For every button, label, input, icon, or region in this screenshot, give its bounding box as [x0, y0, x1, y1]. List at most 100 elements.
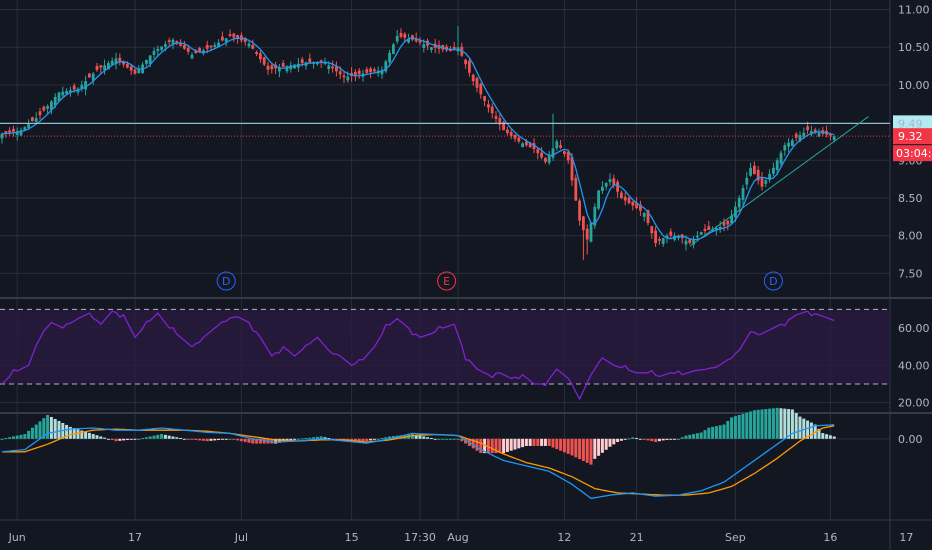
candle-body[interactable]: [623, 196, 627, 201]
candle-body[interactable]: [61, 91, 65, 96]
candle-body[interactable]: [817, 132, 821, 137]
candle-body[interactable]: [171, 39, 175, 44]
candle-body[interactable]: [31, 117, 34, 122]
candle-body[interactable]: [369, 68, 372, 73]
candle-body[interactable]: [46, 106, 49, 109]
candle-body[interactable]: [331, 66, 334, 69]
candle-body[interactable]: [84, 81, 87, 90]
candle-body[interactable]: [464, 59, 467, 65]
candle-body[interactable]: [164, 44, 167, 47]
candle-body[interactable]: [281, 63, 285, 67]
candle-body[interactable]: [365, 69, 369, 73]
candle-body[interactable]: [342, 75, 346, 78]
candle-body[interactable]: [407, 38, 410, 43]
candle-body[interactable]: [72, 85, 76, 90]
candle-body[interactable]: [152, 51, 156, 55]
candle-body[interactable]: [544, 158, 547, 162]
candle-body[interactable]: [487, 104, 490, 108]
candle-body[interactable]: [612, 178, 616, 186]
candle-body[interactable]: [832, 136, 836, 140]
candle-body[interactable]: [589, 223, 593, 242]
candle-body[interactable]: [232, 33, 236, 38]
candle-body[interactable]: [338, 71, 342, 75]
candle-body[interactable]: [122, 60, 125, 65]
candle-body[interactable]: [4, 131, 8, 134]
candle-body[interactable]: [380, 69, 384, 75]
candle-body[interactable]: [418, 40, 422, 43]
candle-body[interactable]: [753, 165, 756, 175]
candle-body[interactable]: [243, 37, 247, 42]
candle-body[interactable]: [247, 43, 251, 47]
candle-body[interactable]: [167, 40, 171, 42]
candle-body[interactable]: [775, 160, 779, 170]
candle-body[interactable]: [513, 134, 517, 139]
candle-body[interactable]: [806, 126, 809, 131]
candle-body[interactable]: [509, 132, 513, 136]
candle-body[interactable]: [50, 101, 53, 110]
candle-body[interactable]: [224, 38, 228, 42]
candle-body[interactable]: [88, 73, 91, 78]
candle-body[interactable]: [677, 235, 680, 239]
candle-body[interactable]: [650, 226, 654, 234]
candle-body[interactable]: [57, 92, 61, 102]
event-marker[interactable]: [437, 271, 457, 291]
candle-body[interactable]: [266, 65, 270, 70]
candle-body[interactable]: [236, 35, 239, 39]
candle-body[interactable]: [570, 157, 574, 181]
candle-body[interactable]: [551, 148, 555, 158]
candle-body[interactable]: [506, 129, 509, 133]
candle-body[interactable]: [270, 65, 274, 70]
candle-body[interactable]: [756, 169, 760, 181]
candle-body[interactable]: [388, 52, 391, 63]
candle-body[interactable]: [175, 41, 179, 43]
candle-body[interactable]: [95, 66, 99, 70]
candle-body[interactable]: [794, 133, 798, 138]
candle-body[interactable]: [608, 179, 612, 182]
candle-body[interactable]: [597, 190, 600, 209]
candle-body[interactable]: [620, 192, 623, 198]
candle-body[interactable]: [118, 57, 122, 62]
candle-body[interactable]: [585, 228, 589, 240]
candle-body[interactable]: [768, 174, 771, 180]
candle-body[interactable]: [137, 69, 141, 74]
candle-body[interactable]: [34, 118, 38, 122]
candle-body[interactable]: [0, 133, 4, 139]
candle-body[interactable]: [540, 152, 543, 158]
candle-body[interactable]: [80, 84, 84, 89]
candle-body[interactable]: [699, 231, 703, 235]
candle-body[interactable]: [414, 38, 418, 42]
candle-body[interactable]: [107, 63, 110, 70]
candle-body[interactable]: [555, 141, 559, 149]
candle-body[interactable]: [604, 182, 608, 187]
candle-body[interactable]: [749, 167, 752, 176]
candle-body[interactable]: [582, 216, 585, 231]
candle-body[interactable]: [198, 47, 201, 52]
candle-body[interactable]: [148, 55, 152, 64]
candle-body[interactable]: [787, 142, 790, 147]
candle-body[interactable]: [566, 151, 570, 161]
candle-body[interactable]: [103, 65, 106, 71]
candle-body[interactable]: [346, 76, 350, 81]
candle-body[interactable]: [631, 201, 635, 206]
macd-panel[interactable]: [0, 407, 836, 500]
candle-body[interactable]: [99, 65, 103, 68]
candle-body[interactable]: [517, 137, 521, 142]
candle-body[interactable]: [502, 121, 505, 131]
candle-body[interactable]: [559, 145, 562, 148]
candle-body[interactable]: [262, 57, 266, 65]
candle-body[interactable]: [354, 71, 357, 76]
candle-body[interactable]: [392, 44, 395, 54]
candle-body[interactable]: [696, 235, 699, 238]
candle-body[interactable]: [259, 53, 262, 60]
candle-body[interactable]: [658, 239, 661, 241]
candle-body[interactable]: [373, 69, 376, 72]
candle-body[interactable]: [715, 228, 718, 230]
candle-body[interactable]: [213, 44, 217, 47]
candle-body[interactable]: [829, 133, 832, 136]
candle-body[interactable]: [639, 204, 642, 211]
candle-body[interactable]: [578, 200, 581, 221]
candle-body[interactable]: [285, 66, 289, 72]
candle-body[interactable]: [316, 62, 319, 65]
candle-body[interactable]: [760, 177, 764, 187]
candle-body[interactable]: [741, 187, 745, 200]
